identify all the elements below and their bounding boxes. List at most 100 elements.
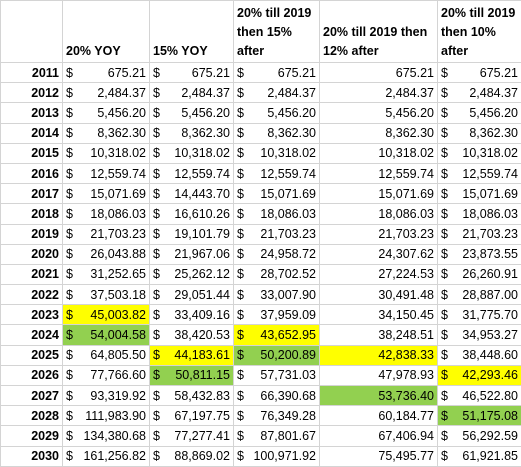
amount: 38,448.60 — [462, 348, 518, 362]
value-cell: $93,319.92 — [63, 386, 150, 406]
amount: 8,362.30 — [181, 126, 230, 140]
year-cell: 2028 — [1, 406, 63, 426]
currency-symbol: $ — [441, 449, 448, 463]
value-cell: $15,071.69 — [234, 184, 320, 204]
amount: 16,610.26 — [174, 207, 230, 221]
value-cell: $77,766.60 — [63, 365, 150, 385]
amount: 37,959.09 — [260, 308, 316, 322]
currency-symbol: $ — [441, 126, 448, 140]
value-cell: $10,318.02 — [234, 143, 320, 163]
amount: 57,731.03 — [260, 368, 316, 382]
value-cell: $38,448.60 — [438, 345, 521, 365]
value-cell: $10,318.02 — [63, 143, 150, 163]
value-cell: $42,293.46 — [438, 365, 521, 385]
amount: 18,086.03 — [462, 207, 518, 221]
value-cell: $66,390.68 — [234, 386, 320, 406]
value-cell: $50,200.89 — [234, 345, 320, 365]
currency-symbol: $ — [441, 389, 448, 403]
value-cell: $12,559.74 — [438, 163, 521, 183]
value-cell: $46,522.80 — [438, 386, 521, 406]
currency-symbol: $ — [153, 247, 160, 261]
currency-symbol: $ — [153, 288, 160, 302]
value-cell: $675.21 — [63, 63, 150, 83]
currency-symbol: $ — [153, 146, 160, 160]
currency-symbol: $ — [66, 146, 73, 160]
currency-symbol: $ — [237, 227, 244, 241]
value-cell: $21,703.23 — [234, 224, 320, 244]
currency-symbol: $ — [153, 409, 160, 423]
currency-symbol: $ — [153, 328, 160, 342]
currency-symbol: $ — [153, 267, 160, 281]
amount: 5,456.20 — [97, 106, 146, 120]
currency-symbol: $ — [441, 66, 448, 80]
currency-symbol: $ — [66, 66, 73, 80]
amount: 5,456.20 — [181, 106, 230, 120]
amount: 24,958.72 — [260, 247, 316, 261]
amount: 38,420.53 — [174, 328, 230, 342]
amount: 19,101.79 — [174, 227, 230, 241]
currency-symbol: $ — [237, 328, 244, 342]
column-header: 20% till 2019 then 10% after — [438, 1, 521, 63]
value-cell: 47,978.93 — [320, 365, 438, 385]
currency-symbol: $ — [66, 106, 73, 120]
amount: 33,409.16 — [174, 308, 230, 322]
amount: 15,071.69 — [90, 187, 146, 201]
value-cell: $26,260.91 — [438, 264, 521, 284]
year-cell: 2017 — [1, 184, 63, 204]
value-cell: $51,175.08 — [438, 406, 521, 426]
value-cell: $134,380.68 — [63, 426, 150, 446]
corner-cell — [1, 1, 63, 63]
amount: 42,293.46 — [462, 368, 518, 382]
value-cell: $15,071.69 — [438, 184, 521, 204]
value-cell: 53,736.40 — [320, 386, 438, 406]
amount: 14,443.70 — [174, 187, 230, 201]
amount: 18,086.03 — [378, 207, 434, 221]
amount: 45,003.82 — [90, 308, 146, 322]
currency-symbol: $ — [237, 449, 244, 463]
currency-symbol: $ — [66, 308, 73, 322]
amount: 5,456.20 — [267, 106, 316, 120]
currency-symbol: $ — [237, 389, 244, 403]
value-cell: 18,086.03 — [320, 204, 438, 224]
currency-symbol: $ — [441, 247, 448, 261]
year-cell: 2011 — [1, 63, 63, 83]
currency-symbol: $ — [153, 86, 160, 100]
amount: 18,086.03 — [260, 207, 316, 221]
value-cell: $26,043.88 — [63, 244, 150, 264]
value-cell: $12,559.74 — [234, 163, 320, 183]
amount: 15,071.69 — [260, 187, 316, 201]
currency-symbol: $ — [237, 66, 244, 80]
amount: 77,277.41 — [174, 429, 230, 443]
amount: 28,702.52 — [260, 267, 316, 281]
amount: 675.21 — [278, 66, 316, 80]
currency-symbol: $ — [66, 449, 73, 463]
value-cell: $12,559.74 — [150, 163, 234, 183]
amount: 34,953.27 — [462, 328, 518, 342]
currency-symbol: $ — [66, 328, 73, 342]
amount: 46,522.80 — [462, 389, 518, 403]
currency-symbol: $ — [441, 146, 448, 160]
amount: 33,007.90 — [260, 288, 316, 302]
value-cell: $67,197.75 — [150, 406, 234, 426]
amount: 76,349.28 — [260, 409, 316, 423]
currency-symbol: $ — [66, 207, 73, 221]
amount: 38,248.51 — [378, 328, 434, 342]
value-cell: $5,456.20 — [150, 103, 234, 123]
amount: 161,256.82 — [83, 449, 146, 463]
amount: 87,801.67 — [260, 429, 316, 443]
amount: 54,004.58 — [90, 328, 146, 342]
currency-symbol: $ — [237, 247, 244, 261]
value-cell: $161,256.82 — [63, 446, 150, 466]
amount: 10,318.02 — [90, 146, 146, 160]
value-cell: $8,362.30 — [234, 123, 320, 143]
value-cell: $8,362.30 — [438, 123, 521, 143]
amount: 5,456.20 — [469, 106, 518, 120]
amount: 61,921.85 — [462, 449, 518, 463]
amount: 77,766.60 — [90, 368, 146, 382]
